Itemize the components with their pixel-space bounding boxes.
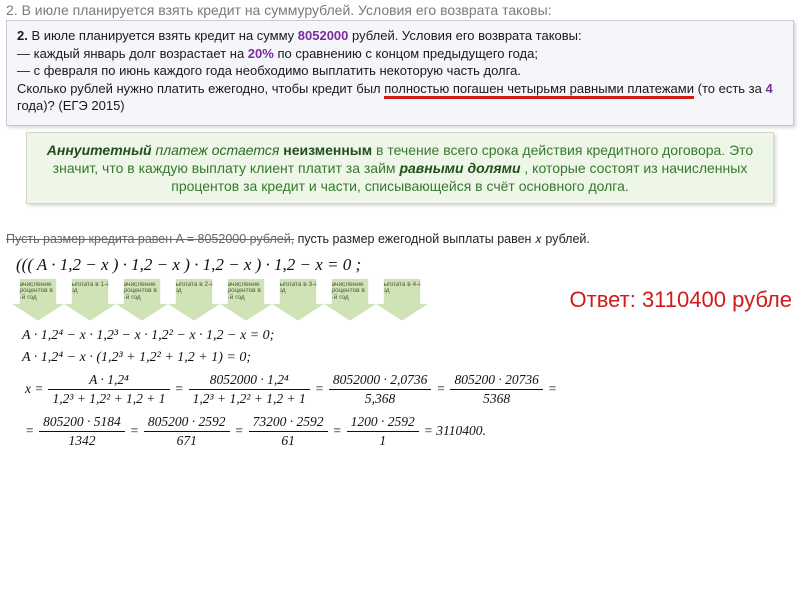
arrows-answer-row: начисление процентов в 1-й год выплата в… — [0, 279, 800, 321]
fraction: 73200 · 259261 — [249, 413, 328, 449]
credit-amount: 8052000 — [298, 28, 349, 43]
faded-header: 2. В июле планируется взять кредит на су… — [0, 0, 800, 20]
arrow-label: выплата в 2-й год — [168, 279, 220, 321]
fraction-row-1: x = A · 1,2⁴1,2³ + 1,2² + 1,2 + 1 = 8052… — [22, 371, 794, 407]
problem-number: 2. — [17, 28, 28, 43]
final-answer: Ответ: 3110400 рубле — [570, 287, 792, 313]
arrow-label: выплата в 3-й год — [272, 279, 324, 321]
problem-text: года)? (ЕГЭ 2015) — [17, 98, 125, 113]
final-result: = 3110400. — [421, 422, 489, 440]
annuity-term: равными долями — [399, 160, 520, 176]
recursive-formula: ((( A · 1,2 − x ) · 1,2 − x ) · 1,2 − x … — [16, 255, 794, 275]
fraction: 805200 · 51841342 — [39, 413, 125, 449]
fraction: 8052000 · 1,2⁴1,2³ + 1,2² + 1,2 + 1 — [189, 371, 310, 407]
annuity-region: Пусть размер кредита равен А = 8052000 р… — [6, 132, 794, 230]
annuity-definition-box: Аннуитетный платеж остается неизменным в… — [26, 132, 774, 205]
problem-statement-box: 2. В июле планируется взять кредит на су… — [6, 20, 794, 126]
problem-text: В июле планируется взять кредит на сумму — [31, 28, 297, 43]
struck-text: Пусть размер кредита равен A = 8052000 р… — [6, 232, 294, 246]
fraction: 8052000 · 2,07365,368 — [329, 371, 432, 407]
annuity-text: платеж остается — [156, 142, 284, 158]
arrow-label: начисление процентов в 3-й год — [220, 279, 272, 321]
assumption-text: пусть размер ежегодной выплаты равен 𝑥 р… — [298, 232, 590, 246]
fraction: 1200 · 25921 — [347, 413, 419, 449]
fraction: 805200 · 2592671 — [144, 413, 230, 449]
percent-value: 20% — [248, 46, 274, 61]
fraction: A · 1,2⁴1,2³ + 1,2² + 1,2 + 1 — [48, 371, 169, 407]
arrow-label: начисление процентов в 1-й год — [12, 279, 64, 321]
annuity-bold: неизменным — [283, 142, 372, 158]
problem-text: — с февраля по июнь каждого года необход… — [17, 63, 521, 78]
underlined-key-phrase: полностью погашен четырьмя равными плате… — [384, 81, 694, 99]
problem-text: по сравнению с концом предыдущего года; — [277, 46, 538, 61]
math-line: A · 1,2⁴ − x · (1,2³ + 1,2² + 1,2 + 1) =… — [22, 349, 794, 367]
arrow-label: выплата в 4-й год — [376, 279, 428, 321]
arrow-label: начисление процентов в 2-й год — [116, 279, 168, 321]
fraction-row-2: = 805200 · 51841342 = 805200 · 2592671 =… — [22, 413, 794, 449]
annuity-term: Аннуитетный — [47, 142, 152, 158]
math-line: A · 1,2⁴ − x · 1,2³ − x · 1,2² − x · 1,2… — [22, 327, 794, 345]
fraction: 805200 · 207365368 — [450, 371, 542, 407]
problem-text: — каждый январь долг возрастает на — [17, 46, 248, 61]
problem-text: Сколько рублей нужно платить ежегодно, ч… — [17, 81, 384, 96]
problem-text: (то есть за — [698, 81, 766, 96]
derivation-block: A · 1,2⁴ − x · 1,2³ − x · 1,2² − x · 1,2… — [22, 327, 794, 450]
years-value: 4 — [765, 81, 772, 96]
arrow-label: начисление процентов в 4-й год — [324, 279, 376, 321]
problem-text: рублей. Условия его возврата таковы: — [352, 28, 582, 43]
arrow-label: выплата в 1-й год — [64, 279, 116, 321]
assumption-line: Пусть размер кредита равен A = 8052000 р… — [6, 232, 794, 247]
